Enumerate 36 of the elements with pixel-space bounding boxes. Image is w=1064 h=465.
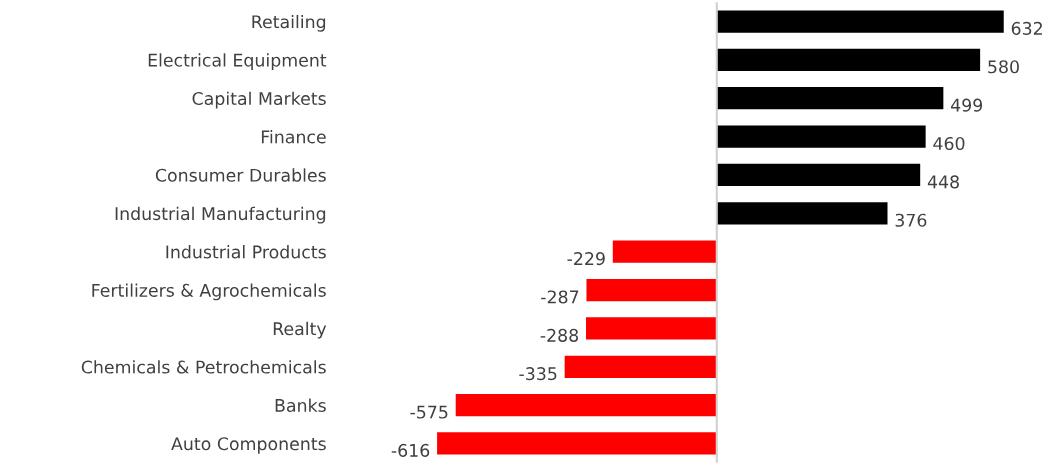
bar [716,163,921,187]
bar [716,48,981,71]
bar [586,317,717,340]
bar [716,125,926,148]
bar [586,278,717,302]
data-label: -229 [567,252,605,266]
y-tick-label: Auto Components [171,437,326,454]
y-tick-label: Capital Markets [192,91,326,109]
data-label: 448 [927,175,959,189]
data-label: 460 [933,136,965,151]
data-label: -335 [519,367,557,381]
data-label: -288 [540,328,579,342]
y-tick-label: Realty [273,321,327,339]
bar [716,87,944,110]
data-label: 499 [951,98,983,112]
data-label: 580 [988,60,1019,74]
bar [455,394,717,417]
data-label: 632 [1011,21,1042,35]
y-tick-label: Retailing [252,14,326,32]
y-tick-label: Industrial Products [166,245,326,259]
bar [716,202,888,225]
data-label: -616 [391,443,430,457]
bar [564,355,717,378]
y-tick-label: Chemicals & Petrochemicals [81,360,326,374]
y-tick-label: Electrical Equipment [148,53,327,71]
y-tick-label: Consumer Durables [155,168,326,182]
bar [437,432,717,455]
y-tick-label: Banks [275,398,326,412]
y-tick-label: Finance [261,130,326,144]
bar [716,10,1004,33]
y-tick-label: Fertilizers & Agrochemicals [92,283,326,301]
y-tick-label: Industrial Manufacturing [115,206,326,224]
bar [612,240,717,263]
data-label: -575 [410,405,448,419]
data-label: 376 [895,213,927,227]
data-label: -287 [541,290,579,304]
